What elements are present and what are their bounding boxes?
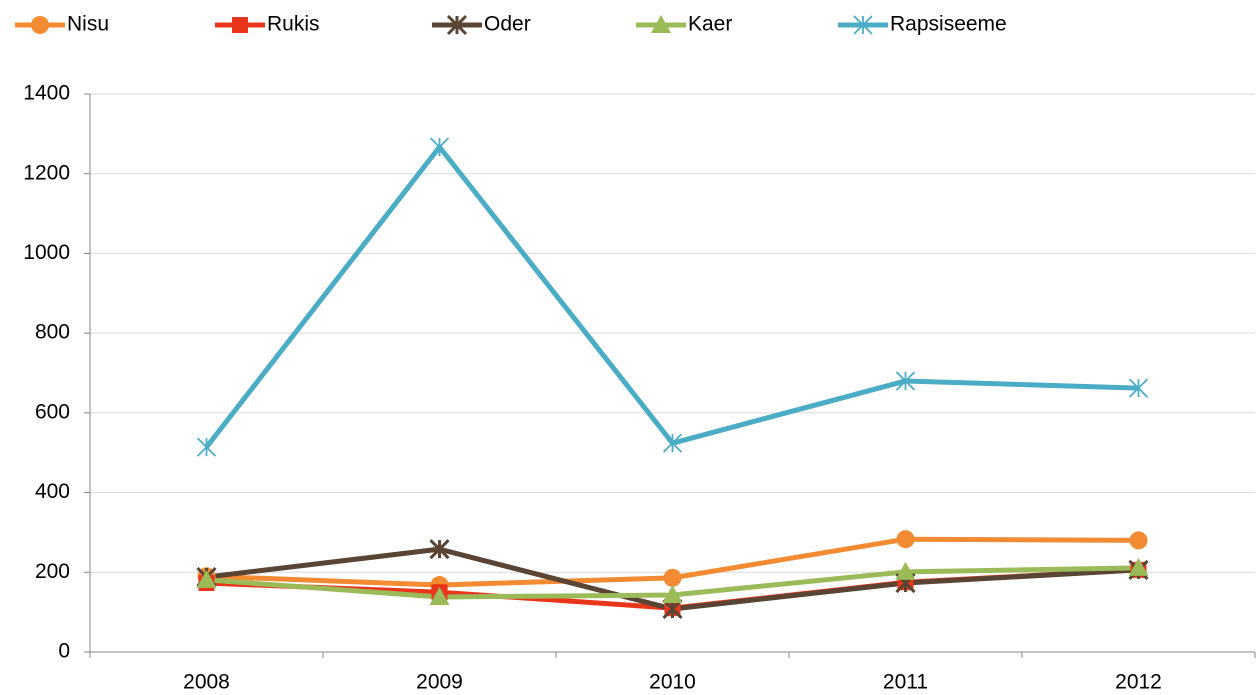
series-line (204, 144, 1139, 449)
y-tick-label: 600 (35, 400, 70, 423)
x-tick-label: 2011 (883, 671, 928, 694)
y-tick-label: 200 (35, 560, 70, 583)
x-tick-label: 2012 (1115, 671, 1162, 694)
x-tick-label: 2009 (416, 671, 463, 694)
marker (232, 17, 248, 33)
marker (1128, 557, 1149, 576)
marker (662, 585, 683, 604)
legend-label: Rapsiseeme (890, 13, 1007, 36)
x-tick-label: 2008 (183, 671, 230, 694)
marker (196, 569, 217, 588)
marker (662, 433, 683, 453)
legend-label: Kaer (688, 13, 732, 36)
x-tick-label: 2010 (649, 671, 696, 694)
marker (853, 15, 873, 35)
marker (663, 568, 682, 587)
marker (31, 16, 49, 34)
y-tick-label: 800 (35, 321, 70, 344)
y-tick-label: 0 (58, 640, 70, 663)
marker (429, 586, 450, 605)
marker (1129, 531, 1148, 550)
marker (429, 539, 450, 560)
marker (446, 14, 468, 36)
legend-label: Rukis (267, 13, 320, 36)
y-tick-label: 1000 (23, 241, 70, 264)
marker (1128, 378, 1149, 398)
legend-label: Nisu (67, 13, 109, 36)
marker (895, 561, 916, 580)
marker (651, 15, 671, 33)
marker (895, 371, 916, 391)
legend-label: Oder (484, 13, 531, 36)
y-tick-label: 1400 (23, 82, 70, 105)
y-tick-label: 1200 (23, 161, 70, 184)
y-tick-label: 400 (35, 480, 70, 503)
marker (429, 137, 450, 157)
marker (196, 437, 217, 457)
marker (896, 530, 915, 549)
